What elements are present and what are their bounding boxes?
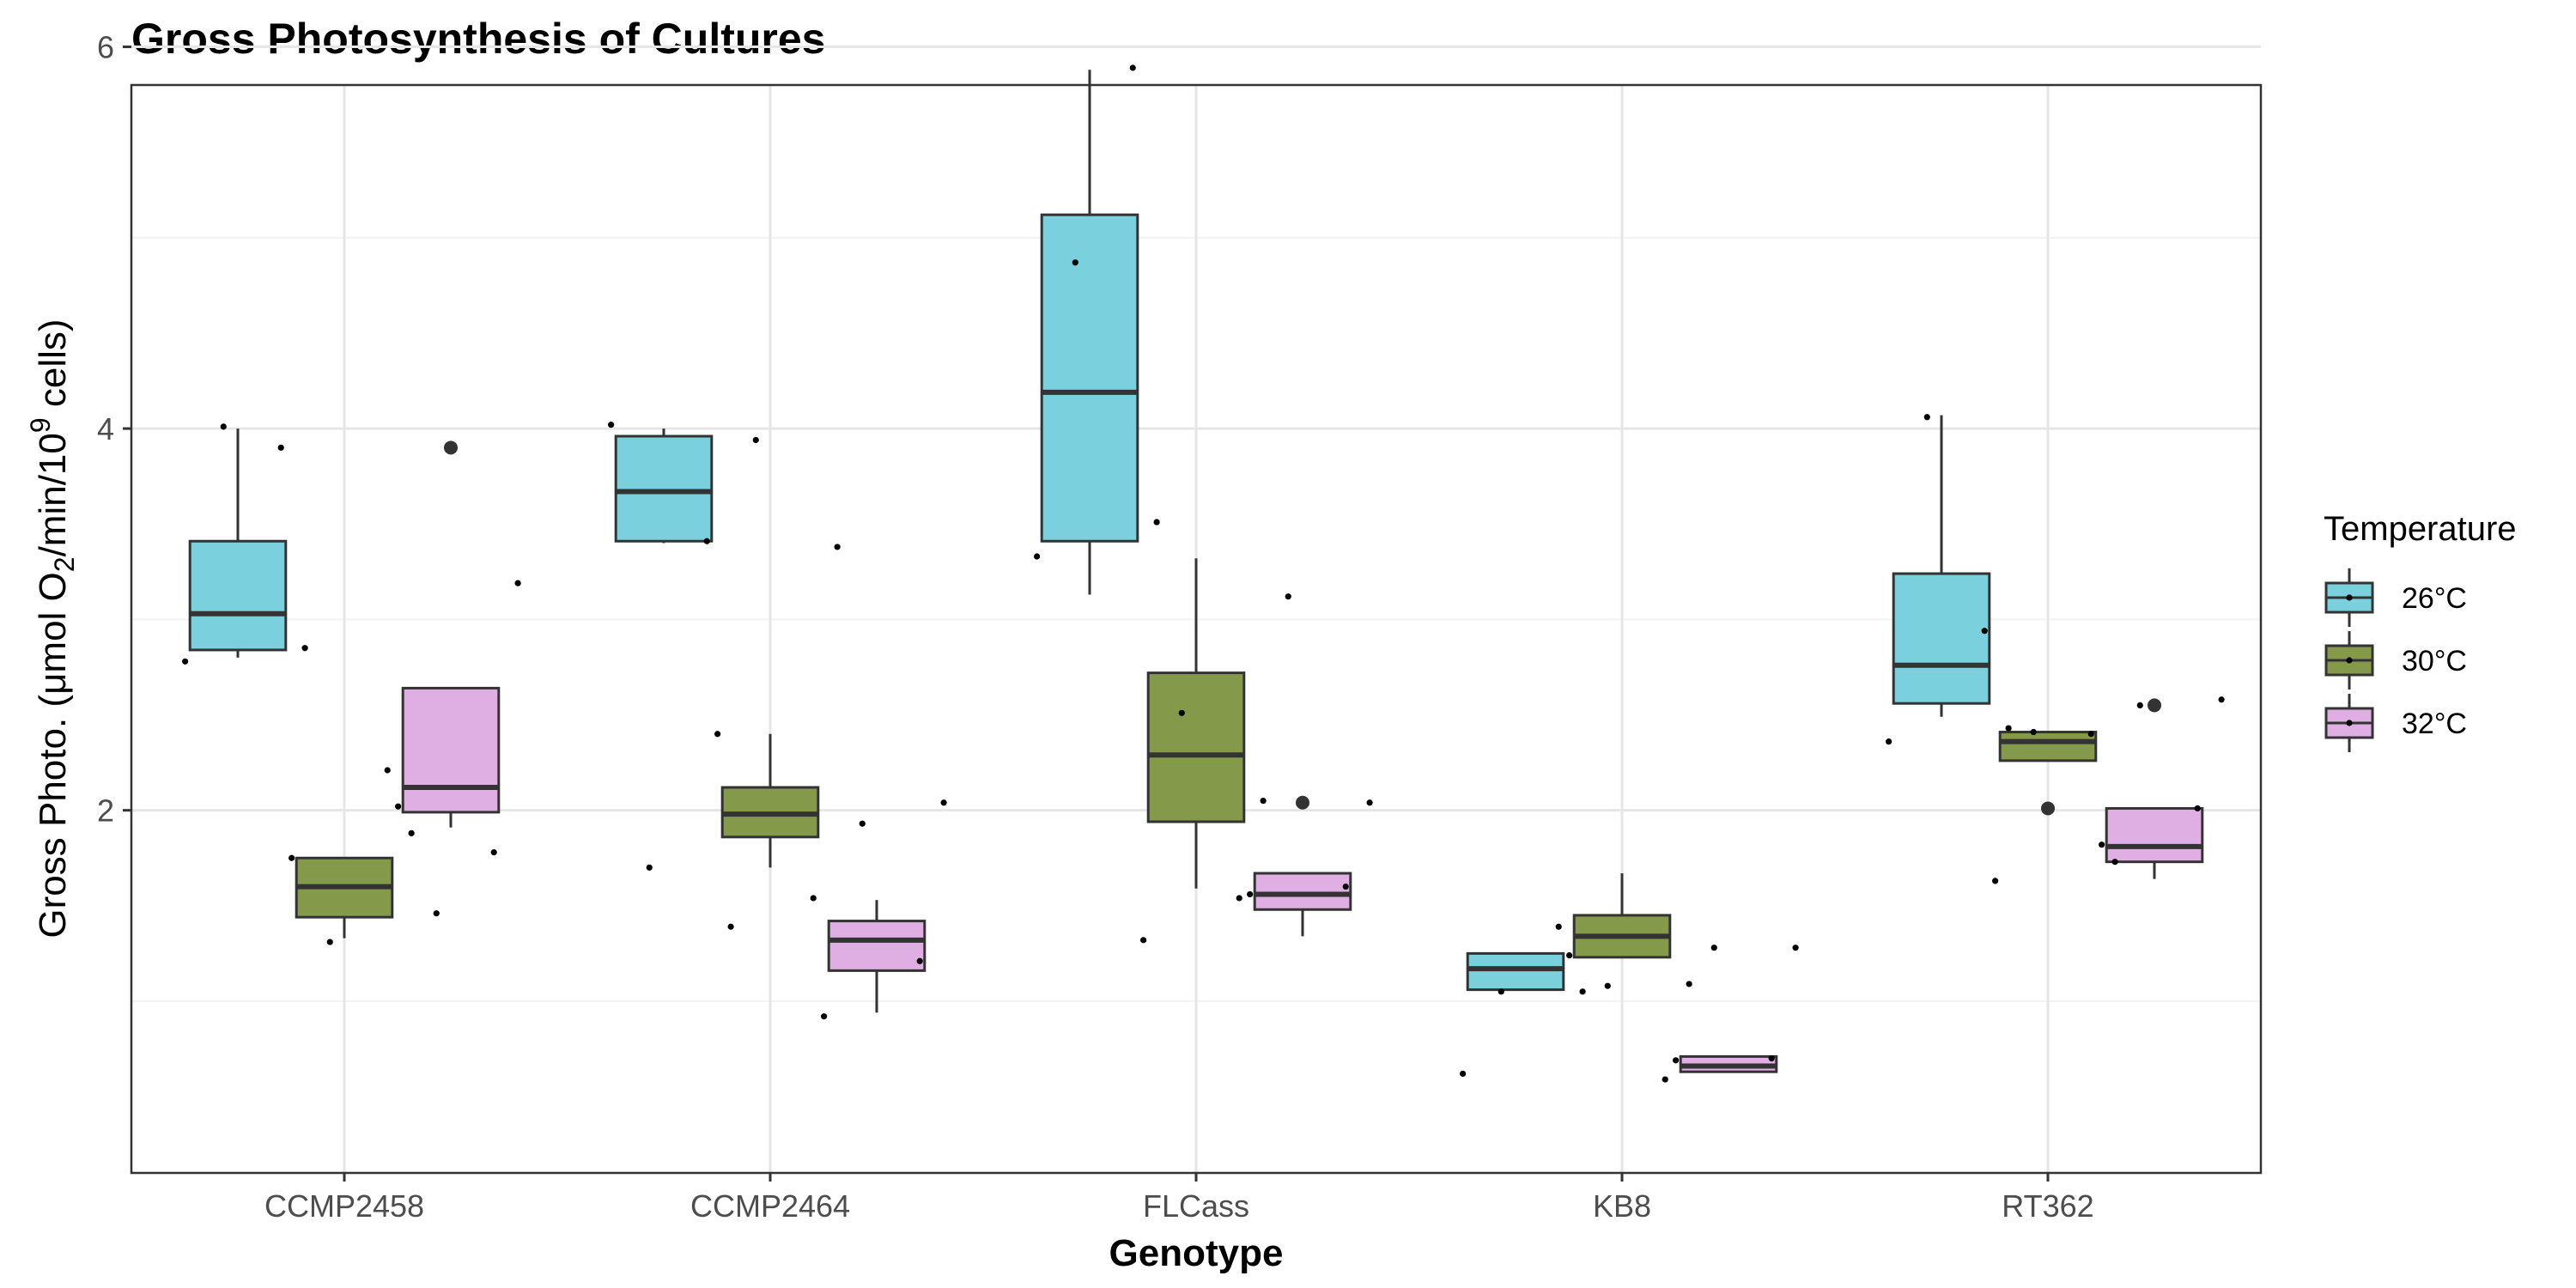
- data-point: [277, 444, 284, 451]
- data-point: [2005, 725, 2012, 732]
- data-point: [326, 939, 333, 945]
- box: [1146, 671, 1246, 823]
- outlier-point: [444, 440, 458, 455]
- data-point: [1366, 799, 1373, 806]
- y-tick-label: 2: [97, 793, 114, 829]
- data-point: [646, 864, 653, 871]
- data-point: [490, 848, 497, 856]
- box: [614, 434, 714, 543]
- outlier-point: [2041, 801, 2055, 816]
- data-point: [916, 957, 923, 964]
- data-point: [727, 923, 734, 930]
- data-point: [1886, 738, 1893, 745]
- data-point: [1285, 593, 1291, 600]
- legend-title: Temperature: [2324, 510, 2517, 548]
- data-point: [2194, 805, 2201, 812]
- data-point: [1072, 259, 1078, 266]
- data-point: [1129, 64, 1136, 71]
- data-point: [182, 658, 189, 665]
- y-tick-label: 4: [97, 411, 114, 447]
- data-point: [408, 829, 415, 836]
- data-point: [2099, 841, 2105, 848]
- box: [188, 539, 288, 652]
- data-point: [834, 544, 841, 550]
- data-point: [1140, 937, 1147, 944]
- data-point: [1579, 988, 1586, 995]
- data-point: [940, 799, 947, 806]
- legend-label: 30°C: [2402, 645, 2467, 677]
- axes: 2 4 6 CCMP2458 CCMP2464 FLCass KB8 RT362: [97, 30, 2094, 1224]
- legend-key-point: [2346, 594, 2353, 601]
- data-point: [752, 436, 759, 444]
- data-point: [2087, 731, 2094, 738]
- data-point: [301, 645, 308, 652]
- data-point: [859, 820, 866, 827]
- data-point: [1768, 1055, 1775, 1062]
- data-point: [1034, 553, 1041, 560]
- data-point: [1673, 1057, 1680, 1064]
- data-point: [1460, 1070, 1467, 1078]
- data-point: [1555, 923, 1562, 930]
- data-point: [1498, 988, 1504, 995]
- x-tick-label: CCMP2458: [264, 1188, 424, 1224]
- data-point: [608, 422, 615, 428]
- outlier-point: [1296, 795, 1309, 810]
- data-point: [433, 910, 440, 917]
- box: [827, 920, 927, 972]
- data-point: [2030, 728, 2037, 736]
- y-tick-label: 6: [97, 30, 114, 65]
- box: [2105, 806, 2204, 864]
- data-point: [1342, 883, 1349, 890]
- data-point: [810, 895, 817, 902]
- x-tick-label: FLCass: [1143, 1188, 1249, 1224]
- chart-title: Gross Photosynthesis of Cultures: [131, 15, 825, 63]
- data-point: [1662, 1076, 1668, 1083]
- legend: Temperature 26°C 30°C 32°C: [2324, 510, 2517, 752]
- data-point: [1260, 797, 1267, 805]
- x-tick-label: CCMP2464: [690, 1188, 850, 1224]
- data-point: [1604, 982, 1611, 989]
- data-point: [2136, 702, 2143, 709]
- data-point: [1923, 414, 1930, 421]
- data-point: [2111, 859, 2118, 866]
- x-axis-title: Genotype: [1109, 1232, 1284, 1274]
- outlier-point: [2148, 698, 2161, 713]
- data-point: [1686, 981, 1692, 987]
- data-point: [1992, 878, 1999, 884]
- data-point: [714, 731, 721, 738]
- data-point: [821, 1013, 828, 1020]
- data-point: [1236, 895, 1242, 902]
- box: [1253, 872, 1352, 911]
- legend-label: 26°C: [2402, 582, 2467, 615]
- legend-label: 32°C: [2402, 708, 2467, 740]
- data-point: [1710, 945, 1717, 951]
- box: [1466, 951, 1565, 992]
- boxplot-layer: [188, 70, 2204, 1073]
- data-point: [1178, 709, 1185, 716]
- jitter-points-layer: [182, 64, 2225, 1083]
- data-point: [395, 803, 402, 810]
- data-point: [384, 767, 391, 774]
- data-point: [1153, 519, 1160, 526]
- legend-key-point: [2346, 720, 2353, 726]
- data-point: [289, 854, 295, 861]
- box: [1998, 731, 2098, 762]
- legend-key-point: [2346, 657, 2353, 664]
- box: [1040, 213, 1139, 543]
- x-tick-label: KB8: [1593, 1188, 1651, 1224]
- data-point: [2218, 696, 2225, 703]
- data-point: [1566, 952, 1573, 959]
- data-point: [1792, 945, 1799, 951]
- x-tick-label: RT362: [2002, 1188, 2093, 1224]
- data-point: [514, 580, 521, 586]
- data-point: [1247, 890, 1254, 898]
- data-point: [1981, 628, 1988, 635]
- box: [1892, 572, 1991, 705]
- data-point: [703, 538, 710, 544]
- y-axis-title: Gross Photo. (μmol O2/min/109 cells): [25, 319, 80, 938]
- box: [401, 686, 501, 814]
- data-point: [220, 423, 227, 430]
